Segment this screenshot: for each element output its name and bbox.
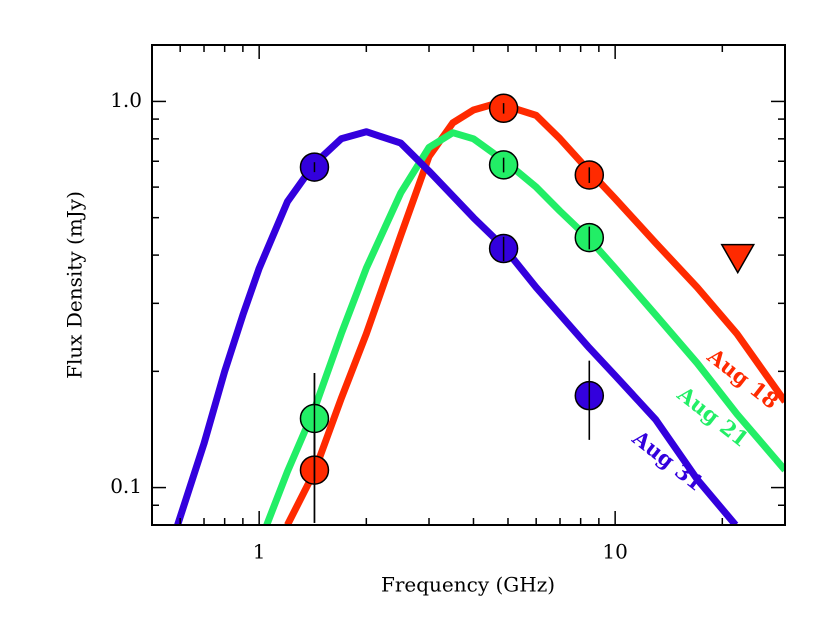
plot-frame (151, 44, 786, 526)
y-axis-label: Flux Density (mJy) (63, 191, 87, 379)
upper-limit (720, 243, 756, 275)
curve (263, 129, 785, 525)
x-tick-label: 1 (253, 540, 266, 564)
plot-area (174, 93, 785, 525)
x-axis-label: Frequency (GHz) (381, 573, 555, 597)
y-tick-label: 1.0 (110, 88, 142, 112)
curve (284, 101, 785, 525)
curve (174, 128, 739, 525)
x-tick-label: 10 (602, 540, 627, 564)
y-tick-label: 0.1 (110, 474, 142, 498)
